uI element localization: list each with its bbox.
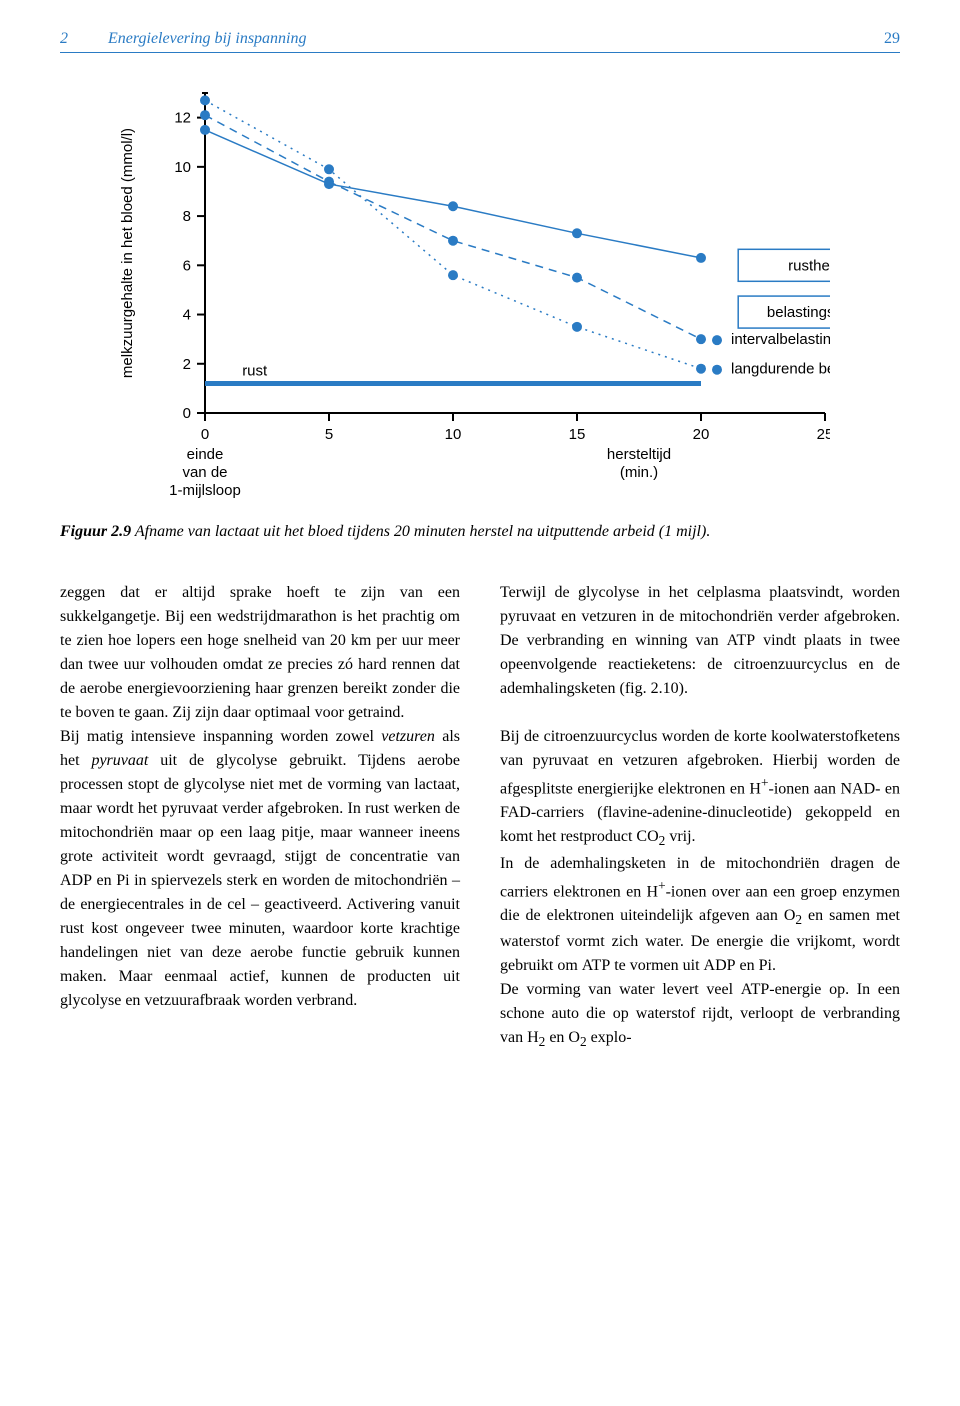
svg-text:10: 10: [445, 426, 462, 443]
svg-text:rust: rust: [242, 362, 268, 379]
svg-text:12: 12: [174, 110, 191, 127]
lactate-chart: 0 2 4 6 8 10 12 0 5 10 15 20 25 rust melkzuurgehalte i…: [110, 83, 830, 503]
svg-text:rustherstel: rustherstel: [788, 257, 830, 274]
figure-caption-prefix: Figuur 2.9: [60, 523, 131, 540]
figure-caption-text: Afname van lactaat uit het bloed tijdens…: [135, 523, 710, 540]
chapter-number: 2: [60, 30, 68, 48]
svg-text:(min.): (min.): [620, 464, 658, 481]
svg-text:intervalbelasting: intervalbelasting: [731, 331, 830, 348]
svg-text:melkzuurgehalte in het bloed (: melkzuurgehalte in het bloed (mmol/l): [119, 128, 136, 378]
svg-text:2: 2: [183, 356, 191, 373]
chapter-title: Energielevering bij inspanning: [108, 30, 884, 48]
svg-text:belastingsherstel: belastingsherstel: [767, 304, 830, 321]
svg-text:4: 4: [183, 307, 191, 324]
svg-text:6: 6: [183, 257, 191, 274]
page-number: 29: [884, 30, 900, 48]
page: 2 Energielevering bij inspanning 29 0 2 4 6…: [0, 0, 960, 1092]
column-left: zeggen dat er altijd sprake hoeft te zij…: [60, 581, 460, 1052]
svg-text:10: 10: [174, 159, 191, 176]
figure-caption: Figuur 2.9 Afname van lactaat uit het bl…: [60, 523, 900, 541]
svg-text:15: 15: [569, 426, 586, 443]
svg-text:8: 8: [183, 208, 191, 225]
svg-text:0: 0: [201, 426, 209, 443]
body-columns: zeggen dat er altijd sprake hoeft te zij…: [60, 581, 900, 1052]
svg-text:1-mijlsloop: 1-mijlsloop: [169, 482, 241, 499]
svg-text:5: 5: [325, 426, 333, 443]
svg-text:25: 25: [817, 426, 830, 443]
figure-chart: 0 2 4 6 8 10 12 0 5 10 15 20 25 rust melkzuurgehalte i…: [110, 83, 900, 503]
column-right: Terwijl de glycolyse in het celplasma pl…: [500, 581, 900, 1052]
svg-text:hersteltijd: hersteltijd: [607, 446, 671, 463]
svg-text:0: 0: [183, 405, 191, 422]
running-header: 2 Energielevering bij inspanning 29: [60, 30, 900, 53]
svg-text:van de: van de: [182, 464, 227, 481]
svg-text:20: 20: [693, 426, 710, 443]
svg-text:einde: einde: [187, 446, 224, 463]
svg-text:langdurende belasting: langdurende belasting: [731, 361, 830, 378]
